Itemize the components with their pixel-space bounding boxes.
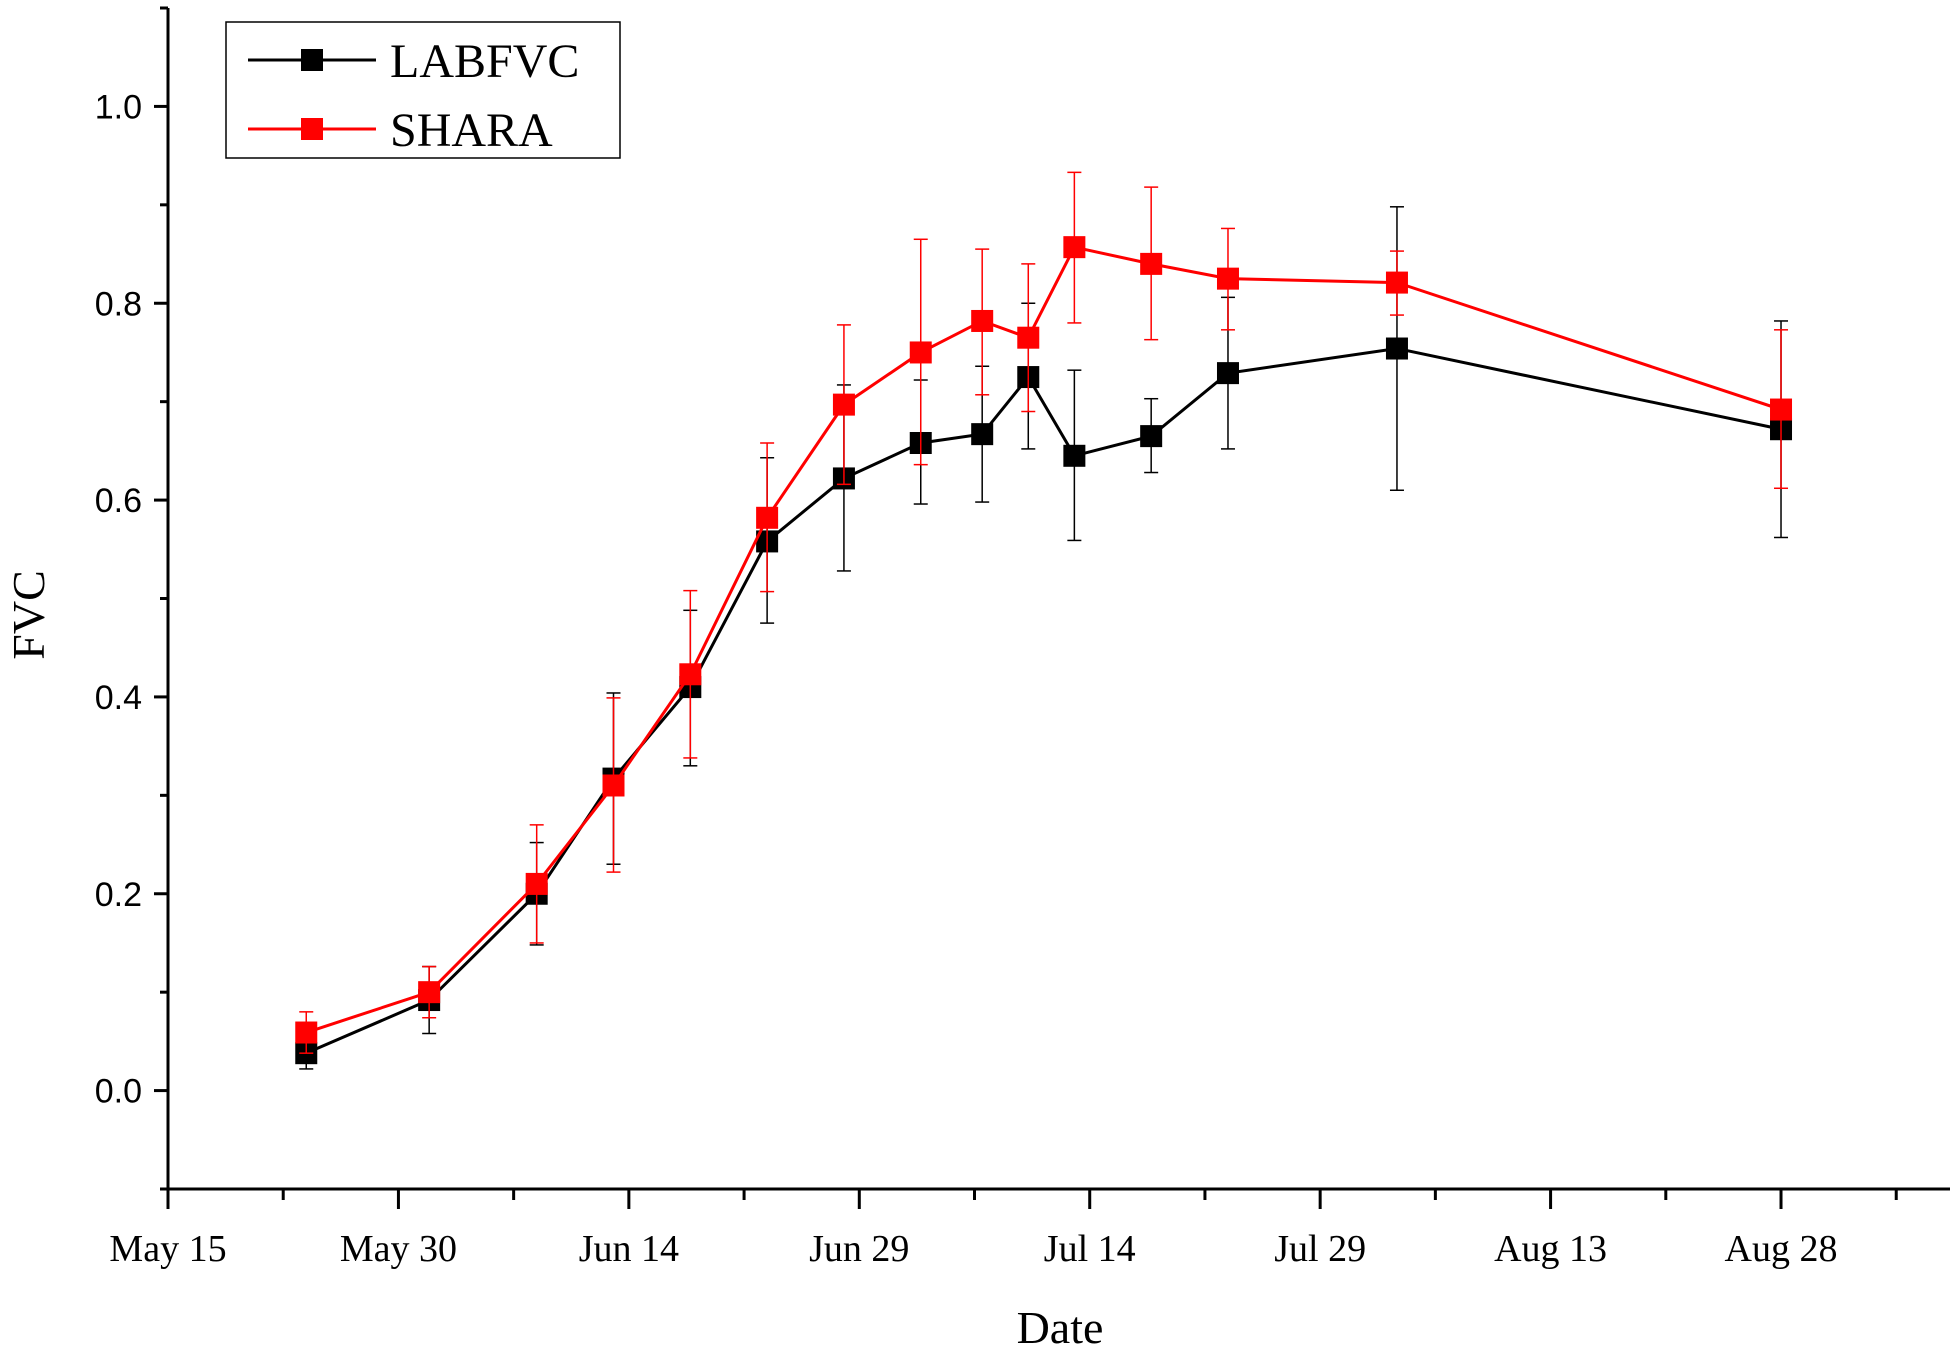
data-point-shara bbox=[1063, 236, 1086, 259]
legend: LABFVC SHARA bbox=[225, 21, 621, 159]
axes bbox=[166, 8, 1950, 1191]
series-line-labfvc bbox=[305, 346, 1782, 1055]
series-line-shara bbox=[305, 245, 1782, 1034]
tick-marks bbox=[154, 6, 1898, 1209]
y-tick-label-0-8: 0.8 bbox=[95, 285, 142, 323]
data-point-shara bbox=[1017, 326, 1040, 349]
data-point-shara bbox=[909, 341, 932, 364]
data-point-shara bbox=[1140, 252, 1163, 275]
series-shara bbox=[295, 171, 1793, 1054]
y-tick-label-0-2: 0.2 bbox=[95, 876, 142, 914]
series-labfvc bbox=[295, 206, 1793, 1070]
data-point-labfvc bbox=[1385, 337, 1408, 360]
legend-label-shara: SHARA bbox=[390, 104, 553, 157]
legend-item-labfvc: LABFVC bbox=[248, 35, 579, 88]
data-point-shara bbox=[971, 309, 994, 332]
legend-box bbox=[225, 21, 621, 159]
data-point-shara bbox=[295, 1021, 318, 1044]
data-point-shara bbox=[602, 774, 625, 797]
data-point-shara bbox=[756, 506, 779, 529]
legend-item-shara: SHARA bbox=[248, 104, 553, 157]
x-tick-label-jul-14: Jul 14 bbox=[1044, 1228, 1136, 1270]
x-tick-label-jul-29: Jul 29 bbox=[1274, 1228, 1366, 1270]
x-tick-label-aug-13: Aug 13 bbox=[1494, 1228, 1607, 1270]
legend-marker-labfvc bbox=[301, 49, 323, 71]
data-point-shara bbox=[1770, 398, 1793, 421]
data-point-labfvc bbox=[971, 423, 994, 446]
x-tick-label-jun-29: Jun 29 bbox=[809, 1228, 909, 1270]
data-point-labfvc bbox=[1216, 362, 1239, 385]
y-tick-label-0-0: 0.0 bbox=[95, 1073, 142, 1111]
x-tick-label-may-15: May 15 bbox=[109, 1228, 226, 1270]
data-series bbox=[295, 171, 1793, 1070]
data-point-shara bbox=[525, 872, 548, 895]
y-axis-title: FVC bbox=[3, 570, 54, 659]
x-tick-label-jun-14: Jun 14 bbox=[579, 1228, 679, 1270]
y-tick-label-0-4: 0.4 bbox=[95, 679, 142, 717]
data-point-shara bbox=[418, 981, 441, 1004]
y-tick-label-0-6: 0.6 bbox=[95, 482, 142, 520]
data-point-shara bbox=[679, 663, 702, 686]
legend-marker-shara bbox=[301, 118, 323, 140]
y-tick-label-1-0: 1.0 bbox=[95, 88, 142, 126]
data-point-shara bbox=[832, 393, 855, 416]
data-point-labfvc bbox=[1140, 425, 1163, 448]
tick-labels: 0.0 0.2 0.4 0.6 0.8 1.0 May 15 May 30 Jun 14 Jun … bbox=[95, 88, 1838, 1270]
data-point-shara bbox=[1385, 271, 1408, 294]
legend-label-labfvc: LABFVC bbox=[390, 35, 579, 88]
x-tick-label-aug-28: Aug 28 bbox=[1725, 1228, 1838, 1270]
x-axis-title: Date bbox=[1017, 1302, 1104, 1353]
data-point-shara bbox=[1216, 267, 1239, 290]
x-tick-label-may-30: May 30 bbox=[340, 1228, 457, 1270]
data-point-labfvc bbox=[1063, 444, 1086, 467]
